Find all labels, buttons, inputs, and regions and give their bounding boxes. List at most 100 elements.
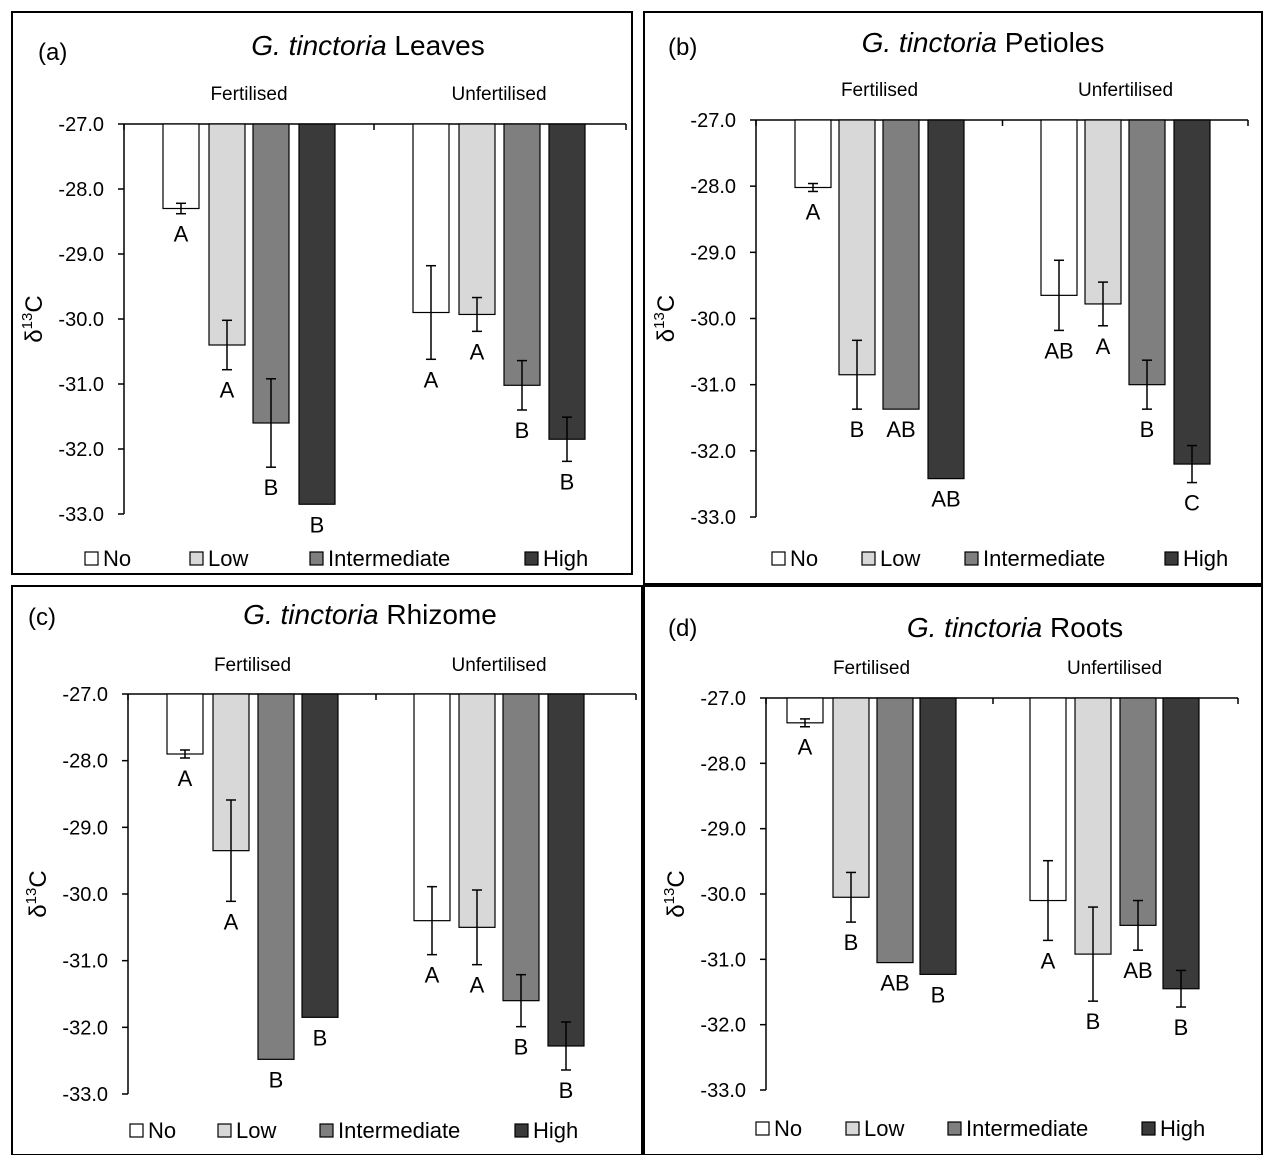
bar-high-fertilised [301,693,339,1018]
legend-swatch-high [524,551,539,566]
y-axis-label-element: C [663,870,690,887]
bar-low-fertilised [838,119,876,376]
panel-title-organ: Rhizome [379,599,497,630]
legend-swatch-high [1141,1121,1156,1136]
legend-swatch-high [514,1123,529,1138]
panel-title: G. tinctoria Rhizome [243,599,497,630]
y-tick-label: -29.0 [690,242,736,264]
significance-letter: A [470,973,485,998]
y-tick-label: -28.0 [58,179,104,201]
significance-letter: A [1096,334,1111,359]
bar-high-unfertilised [1173,119,1211,465]
y-tick-label: -30.0 [58,309,104,331]
group-label-fertilised: Fertilised [214,655,291,676]
y-axis-label-delta: δ [653,329,680,342]
y-tick-label: -30.0 [700,884,746,906]
y-axis-label-delta: δ [663,904,690,917]
y-axis-label: δ13C [651,295,680,342]
y-axis-label-element: C [653,295,680,312]
y-tick-label: -33.0 [700,1080,746,1102]
legend-label-intermediate: Intermediate [966,1116,1088,1141]
legend-label-high: High [1160,1116,1205,1141]
significance-letter: A [806,199,821,224]
y-tick-label: -31.0 [690,375,736,397]
bar-no-fertilised [794,119,832,189]
y-axis-label: δ13C [19,295,48,342]
y-tick-label: -28.0 [700,753,746,775]
panel-title-species: G. tinctoria [907,612,1042,643]
y-tick-label: -29.0 [58,244,104,266]
legend-swatch-intermediate [964,551,979,566]
legend-swatch-intermediate [947,1121,962,1136]
bar-high-unfertilised [1162,697,1200,990]
bar-intermediate-unfertilised [1128,119,1166,386]
y-tick-label: -31.0 [700,949,746,971]
significance-letter: B [269,1067,284,1092]
legend-swatch-low [189,551,204,566]
bar-high-unfertilised [548,123,586,440]
y-tick-label: -28.0 [62,751,108,773]
chart-panel-2: (b) G. tinctoria Petioles -27.0 -28.0 -29.0 -… [643,11,1263,585]
y-axis-label-superscript: 13 [19,313,36,330]
significance-letter: B [559,1078,574,1103]
y-tick-label: -27.0 [690,110,736,132]
group-label-unfertilised: Unfertilised [451,655,546,676]
y-tick-label: -30.0 [62,884,108,906]
significance-letter: B [560,469,575,494]
significance-letter: B [313,1025,328,1050]
legend-swatch-no [84,551,99,566]
significance-letter: B [514,1035,529,1060]
legend-swatch-high [1164,551,1179,566]
significance-letter: AB [1123,958,1152,983]
significance-letter: B [310,512,325,537]
group-label-unfertilised: Unfertilised [451,84,546,105]
significance-letter: A [1041,948,1056,973]
significance-letter: B [850,417,865,442]
significance-letter: B [931,982,946,1007]
y-axis-label-element: C [25,870,52,887]
significance-letter: B [1086,1009,1101,1034]
significance-letter: B [844,930,859,955]
y-tick-label: -31.0 [58,374,104,396]
significance-letter: A [178,766,193,791]
significance-letter: AB [886,417,915,442]
legend-label-low: Low [864,1116,904,1141]
group-label-fertilised: Fertilised [210,84,287,105]
y-tick-label: -31.0 [62,951,108,973]
y-axis-label-delta: δ [25,904,52,917]
significance-letter: C [1184,491,1200,516]
significance-letter: B [515,418,530,443]
y-tick-label: -28.0 [690,176,736,198]
significance-letter: AB [1044,338,1073,363]
legend-label-intermediate: Intermediate [983,546,1105,571]
panel-title: G. tinctoria Leaves [251,30,484,61]
y-axis-label: δ13C [661,870,690,917]
y-axis-label-element: C [21,295,48,312]
bar-no-fertilised [162,123,200,210]
panel-letter: (c) [28,604,56,631]
panel-title-species: G. tinctoria [243,599,378,630]
y-tick-label: -27.0 [58,114,104,136]
panel-title: G. tinctoria Roots [907,612,1123,643]
panel-title-organ: Roots [1042,612,1123,643]
significance-letter: A [425,963,440,988]
y-axis-label-superscript: 13 [23,888,40,905]
legend-label-no: No [774,1116,802,1141]
panel-letter: (a) [38,39,67,66]
legend-swatch-low [845,1121,860,1136]
group-label-unfertilised: Unfertilised [1078,80,1173,101]
y-tick-label: -33.0 [690,507,736,529]
y-tick-label: -32.0 [62,1017,108,1039]
legend-label-no: No [103,546,131,571]
y-axis-label-superscript: 13 [651,312,668,329]
y-tick-label: -27.0 [62,684,108,706]
y-axis-label-superscript: 13 [661,888,678,905]
y-tick-label: -29.0 [62,817,108,839]
bar-no-fertilised [166,693,204,755]
bar-intermediate-unfertilised [502,693,540,1002]
legend-swatch-no [771,551,786,566]
bar-high-fertilised [298,123,336,505]
group-label-fertilised: Fertilised [841,80,918,101]
